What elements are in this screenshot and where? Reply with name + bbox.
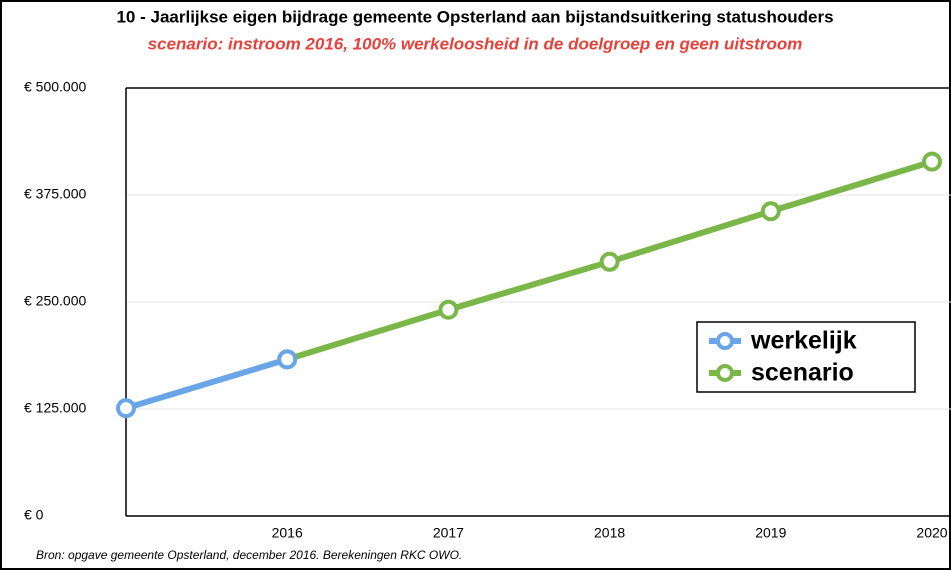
y-tick-label: € 250.000: [24, 293, 86, 309]
y-tick-label: € 125.000: [24, 400, 86, 416]
data-point: [599, 251, 620, 272]
chart-title: 10 - Jaarlijkse eigen bijdrage gemeente …: [116, 7, 833, 26]
legend-marker: [716, 332, 734, 350]
legend-marker: [716, 364, 734, 382]
data-point: [760, 201, 781, 222]
x-tick-label: 2016: [272, 525, 303, 541]
x-tick-label: 2017: [433, 525, 464, 541]
chart-subtitle: scenario: instroom 2016, 100% werkeloosh…: [148, 34, 803, 53]
source: Bron: opgave gemeente Opsterland, decemb…: [36, 548, 462, 562]
data-point: [277, 349, 298, 370]
y-tick-label: € 0: [24, 507, 44, 523]
series-line: [125, 356, 289, 412]
data-point: [438, 299, 459, 320]
legend-label: werkelijk: [750, 327, 857, 355]
x-tick-label: 2019: [755, 525, 786, 541]
data-point: [116, 398, 136, 419]
x-tick-label: 2018: [594, 525, 625, 541]
x-tick-label: 2020: [916, 525, 947, 541]
data-point: [922, 151, 942, 172]
y-tick-label: € 375.000: [24, 186, 86, 202]
y-tick-label: € 500.000: [24, 79, 86, 95]
legend-box: [696, 321, 916, 393]
legend-label: scenario: [751, 359, 854, 387]
